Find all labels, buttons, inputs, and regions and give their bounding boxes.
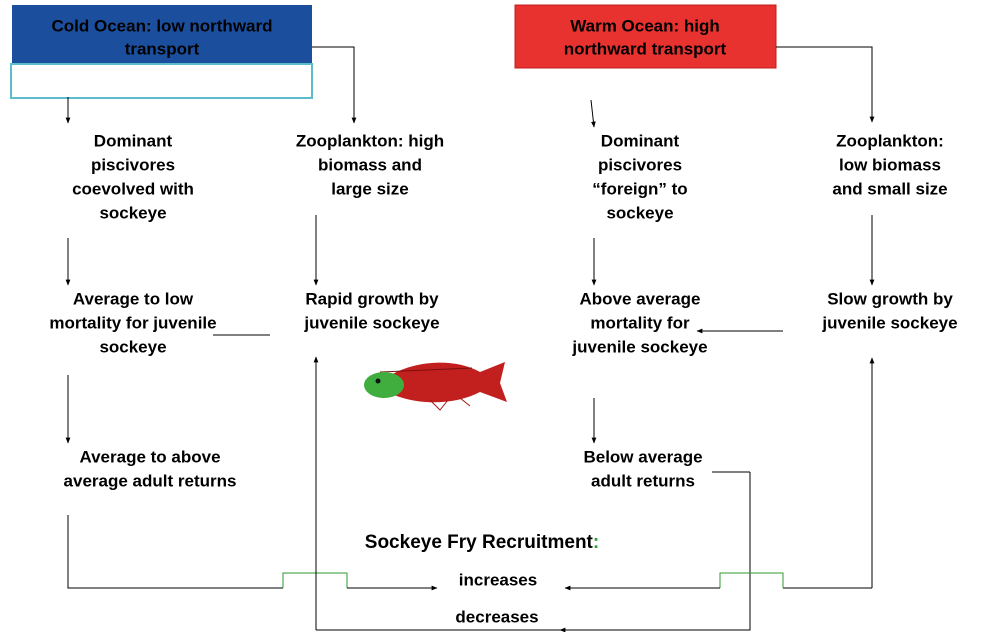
node-text: “foreign” to bbox=[592, 179, 687, 198]
sockeye-fish bbox=[364, 362, 507, 411]
node-text: and small size bbox=[832, 179, 947, 198]
node-text: Above average bbox=[580, 289, 701, 308]
cold-header-text: Cold Ocean: low northward bbox=[51, 16, 272, 35]
increases-label: increases bbox=[459, 570, 537, 589]
node-text: Below average bbox=[583, 447, 702, 466]
node-text: Average to low bbox=[73, 289, 194, 308]
node-text: low biomass bbox=[839, 155, 941, 174]
cold-header-box bbox=[12, 5, 312, 63]
node-text: biomass and bbox=[318, 155, 422, 174]
node-text: average adult returns bbox=[64, 471, 237, 490]
node-text: piscivores bbox=[598, 155, 682, 174]
node-text: sockeye bbox=[606, 203, 673, 222]
node-text: juvenile sockeye bbox=[303, 313, 439, 332]
labels: Sockeye Fry Recruitment: increases decre… bbox=[49, 16, 957, 626]
node-text: sockeye bbox=[99, 203, 166, 222]
node-text: adult returns bbox=[591, 471, 695, 490]
cold-subbox bbox=[10, 63, 313, 99]
node-text: mortality for bbox=[590, 313, 690, 332]
node-text: Dominant bbox=[601, 131, 680, 150]
warm-header-box bbox=[514, 4, 777, 69]
node-text: juvenile sockeye bbox=[821, 313, 957, 332]
node-text: juvenile sockeye bbox=[571, 337, 707, 356]
node-text: sockeye bbox=[99, 337, 166, 356]
cold-header-text: transport bbox=[125, 39, 200, 58]
node-text: Zooplankton: high bbox=[296, 131, 444, 150]
recruitment-label: Sockeye Fry Recruitment bbox=[365, 532, 594, 553]
connectors bbox=[65, 46, 875, 632]
node-text: Zooplankton: bbox=[836, 131, 944, 150]
node-text: Dominant bbox=[94, 131, 173, 150]
warm-header-text: northward transport bbox=[564, 39, 727, 58]
node-text: coevolved with bbox=[72, 179, 194, 198]
node-text: Average to above bbox=[79, 447, 220, 466]
node-text: Slow growth by bbox=[827, 289, 953, 308]
recruitment-title: Sockeye Fry Recruitment: bbox=[365, 532, 599, 553]
warm-header-text: Warm Ocean: high bbox=[570, 16, 720, 35]
node-text: Rapid growth by bbox=[305, 289, 439, 308]
node-text: mortality for juvenile bbox=[49, 313, 216, 332]
node-text: piscivores bbox=[91, 155, 175, 174]
decreases-label: decreases bbox=[455, 607, 538, 626]
recruitment-colon: : bbox=[593, 532, 599, 553]
node-text: large size bbox=[331, 179, 409, 198]
